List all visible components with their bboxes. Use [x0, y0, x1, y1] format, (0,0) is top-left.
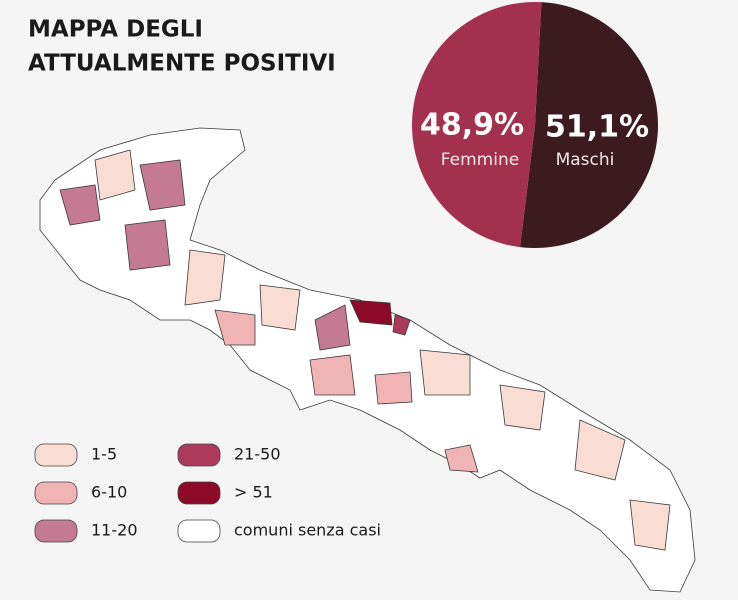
municipality — [419, 349, 471, 396]
legend-label: > 51 — [234, 483, 273, 502]
legend-swatch — [177, 481, 221, 505]
region-map — [39, 127, 696, 593]
legend-swatch — [177, 519, 221, 543]
municipality — [314, 304, 351, 351]
legend-label: 6-10 — [91, 483, 127, 502]
pie-slice — [412, 2, 542, 248]
municipality — [94, 149, 136, 201]
municipality — [259, 284, 301, 331]
legend-swatch — [34, 481, 78, 505]
legend-label: 1-5 — [91, 445, 117, 464]
municipality — [349, 299, 393, 326]
municipality — [139, 159, 186, 211]
municipality — [574, 419, 626, 481]
municipality — [59, 184, 101, 226]
municipality — [184, 249, 226, 306]
municipality — [629, 499, 671, 551]
municipality — [444, 444, 479, 473]
pie-value-label: 51,1% — [545, 110, 649, 145]
municipality — [374, 371, 413, 405]
legend-swatch — [34, 519, 78, 543]
pie-slice — [520, 2, 658, 249]
municipality — [392, 314, 411, 336]
legend-swatch — [34, 443, 78, 467]
municipality — [309, 354, 356, 396]
title-line: ATTUALMENTE POSITIVI — [28, 51, 336, 77]
pie-value-label: 48,9% — [420, 108, 524, 143]
pie-category-label: Femmine — [441, 150, 519, 170]
legend-swatch — [177, 443, 221, 467]
municipality — [499, 384, 546, 431]
region-outline — [39, 127, 696, 593]
pie-category-label: Maschi — [556, 150, 615, 170]
legend-label: 11-20 — [91, 521, 138, 540]
municipality — [124, 219, 171, 271]
title-line: MAPPA DEGLI — [28, 17, 203, 43]
legend-label: comuni senza casi — [234, 521, 381, 540]
legend-label: 21-50 — [234, 445, 281, 464]
municipality — [214, 309, 256, 346]
